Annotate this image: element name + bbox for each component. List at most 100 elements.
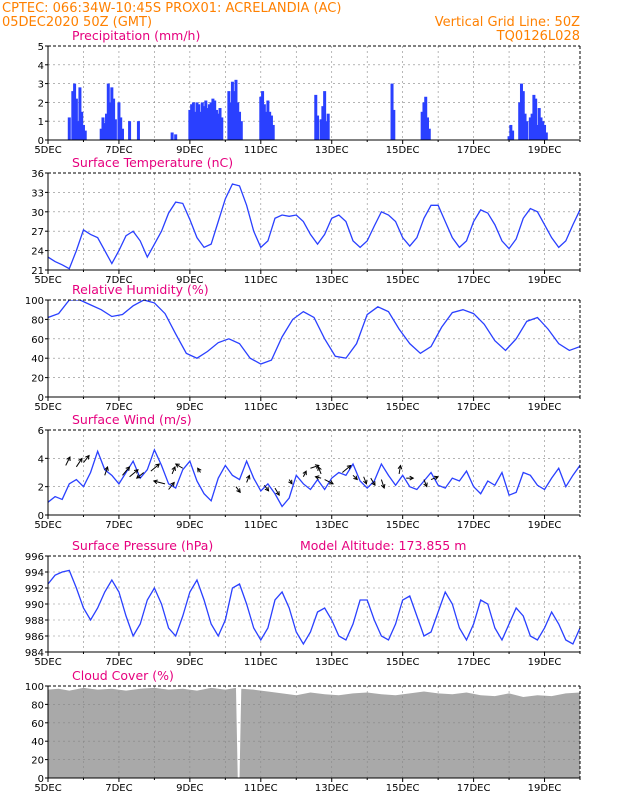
wind-arrow bbox=[370, 477, 376, 486]
precip-bar bbox=[227, 91, 231, 140]
x-tick-label: 19DEC bbox=[528, 520, 562, 531]
wind-arrow bbox=[423, 479, 428, 487]
wind-arrow-head bbox=[423, 482, 428, 488]
x-tick-label: 9DEC bbox=[176, 402, 203, 413]
precip-bar bbox=[420, 111, 424, 140]
precip-bar bbox=[120, 128, 124, 140]
y-tick-label: 994 bbox=[25, 568, 44, 579]
wind-arrow bbox=[168, 482, 175, 490]
wind-arrow bbox=[302, 470, 307, 477]
x-tick-label: 17DEC bbox=[457, 520, 491, 531]
precip-bar bbox=[105, 113, 109, 140]
wind-arrow-head bbox=[363, 479, 368, 485]
wind-arrow-head bbox=[85, 454, 90, 460]
y-tick-label: 996 bbox=[25, 552, 44, 563]
wind-arrow-head bbox=[66, 456, 71, 462]
wind-arrow-head bbox=[133, 469, 139, 474]
x-tick-label: 7DEC bbox=[105, 783, 132, 794]
x-tick-label: 9DEC bbox=[176, 783, 203, 794]
precip-bar bbox=[112, 98, 116, 140]
x-tick-label: 13DEC bbox=[315, 145, 349, 156]
y-tick-label: 80 bbox=[31, 700, 44, 711]
precip-bar bbox=[103, 123, 107, 140]
x-tick-label: 17DEC bbox=[457, 402, 491, 413]
precip-bar bbox=[532, 94, 536, 140]
y-tick-label: 3 bbox=[38, 80, 44, 91]
x-tick-label: 5DEC bbox=[34, 275, 61, 286]
precip-bar bbox=[314, 94, 318, 140]
precip-bar bbox=[427, 128, 431, 140]
y-tick-label: 0 bbox=[38, 511, 44, 522]
wind-arrow-head bbox=[380, 483, 386, 489]
precip-bar bbox=[83, 130, 87, 140]
x-tick-label: 9DEC bbox=[176, 275, 203, 286]
wind-arrow bbox=[129, 469, 139, 478]
precip-bar bbox=[543, 124, 547, 140]
precip-bar bbox=[326, 113, 330, 140]
panel-title: Surface Temperature (nC) bbox=[72, 155, 233, 170]
x-tick-label: 15DEC bbox=[386, 145, 420, 156]
wind-arrow bbox=[342, 465, 352, 473]
y-tick-label: 40 bbox=[31, 737, 44, 748]
precip-bar bbox=[213, 100, 217, 140]
wind-arrow bbox=[235, 486, 241, 493]
precip-bar bbox=[209, 102, 213, 140]
precip-bar bbox=[110, 87, 114, 140]
x-tick-label: 15DEC bbox=[386, 402, 420, 413]
panel-1: 0 1 2 3 4 5 5DEC 7DEC 9DEC 11DEC 13DEC 15DEC 17DEC 19… bbox=[34, 28, 581, 156]
wind-arrow-head bbox=[329, 480, 334, 485]
precip-bar bbox=[200, 102, 204, 140]
precip-bar bbox=[113, 119, 117, 140]
x-tick-label: 11DEC bbox=[244, 783, 278, 794]
x-tick-label: 13DEC bbox=[315, 402, 349, 413]
precip-bar bbox=[218, 108, 222, 140]
y-tick-label: 986 bbox=[25, 632, 44, 643]
x-tick-label: 19DEC bbox=[528, 145, 562, 156]
wind-arrow bbox=[65, 456, 71, 466]
precip-bar bbox=[108, 102, 112, 140]
wind-arrow-head bbox=[314, 464, 320, 469]
precip-bar bbox=[220, 117, 224, 140]
y-tick-label: 988 bbox=[25, 616, 44, 627]
precip-bar bbox=[128, 121, 132, 140]
precip-bar bbox=[190, 104, 194, 140]
panel-title: Cloud Cover (%) bbox=[72, 668, 174, 683]
model-altitude-annotation: Model Altitude: 173.855 m bbox=[300, 538, 466, 553]
x-tick-label: 7DEC bbox=[105, 275, 132, 286]
y-tick-label: 33 bbox=[31, 188, 44, 199]
x-tick-label: 19DEC bbox=[528, 657, 562, 668]
y-tick-label: 0 bbox=[38, 393, 44, 404]
wind-arrow bbox=[122, 466, 130, 476]
wind-arrow bbox=[430, 476, 439, 481]
precip-bar bbox=[101, 117, 105, 140]
precip-bar bbox=[81, 124, 85, 140]
precip-bar bbox=[207, 104, 211, 140]
x-tick-label: 13DEC bbox=[315, 783, 349, 794]
y-tick-label: 60 bbox=[31, 335, 44, 346]
precip-bar bbox=[316, 115, 320, 140]
panel-5: 984 986 988 990 992 994 996 5DEC 7DEC 9DEC 11DEC 13… bbox=[25, 538, 581, 668]
precip-bar bbox=[271, 124, 275, 140]
y-tick-label: 21 bbox=[31, 266, 44, 277]
y-tick-label: 0 bbox=[38, 136, 44, 147]
wind-arrow bbox=[246, 475, 250, 483]
precip-bar bbox=[229, 102, 233, 140]
x-tick-label: 7DEC bbox=[105, 145, 132, 156]
header-line3-right: TQ0126L028 bbox=[496, 29, 580, 44]
precip-bar bbox=[136, 121, 140, 140]
x-tick-label: 9DEC bbox=[176, 657, 203, 668]
wind-arrow-head bbox=[78, 457, 83, 463]
wind-arrow-head bbox=[171, 465, 176, 471]
wind-arrow-head bbox=[317, 465, 322, 471]
precip-bar bbox=[170, 132, 174, 140]
panel-2: 21 24 27 30 33 36 5DEC 7DEC 9DEC 11DEC 13DEC 15DEC 1… bbox=[31, 155, 581, 286]
y-tick-label: 30 bbox=[31, 208, 44, 219]
precip-bar bbox=[234, 79, 238, 140]
wind-arrow-head bbox=[409, 475, 415, 481]
y-tick-label: 20 bbox=[31, 756, 44, 767]
wind-arrow-head bbox=[371, 481, 376, 487]
panel-title: Precipitation (mm/h) bbox=[72, 28, 200, 43]
precip-bar bbox=[525, 121, 529, 140]
x-tick-label: 9DEC bbox=[176, 145, 203, 156]
